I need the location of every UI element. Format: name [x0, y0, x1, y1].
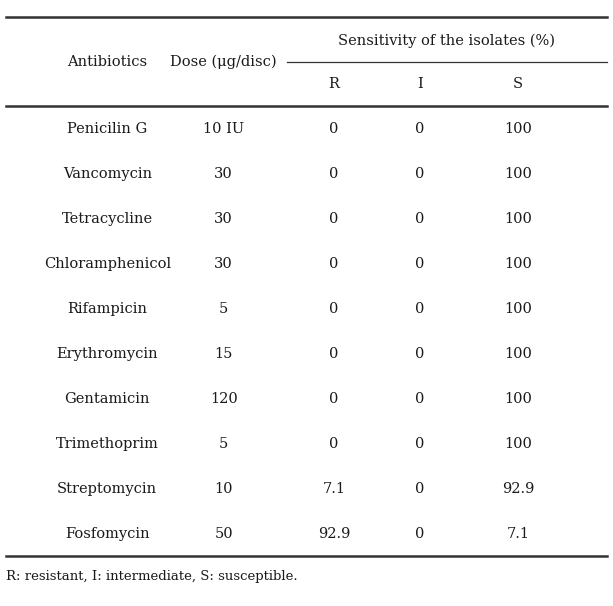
Text: 0: 0: [415, 347, 425, 361]
Text: 30: 30: [215, 211, 233, 225]
Text: 120: 120: [210, 391, 238, 406]
Text: Rifampicin: Rifampicin: [67, 302, 147, 316]
Text: 0: 0: [415, 256, 425, 271]
Text: 92.9: 92.9: [318, 527, 350, 541]
Text: 100: 100: [504, 347, 532, 361]
Text: Penicilin G: Penicilin G: [67, 122, 147, 136]
Text: Chloramphenicol: Chloramphenicol: [44, 256, 171, 271]
Text: 5: 5: [219, 302, 229, 316]
Text: Antibiotics: Antibiotics: [67, 55, 147, 68]
Text: 92.9: 92.9: [502, 482, 534, 496]
Text: 0: 0: [415, 527, 425, 541]
Text: Tetracycline: Tetracycline: [62, 211, 153, 225]
Text: 10: 10: [215, 482, 233, 496]
Text: 0: 0: [415, 302, 425, 316]
Text: 0: 0: [415, 167, 425, 181]
Text: 100: 100: [504, 437, 532, 451]
Text: 7.1: 7.1: [506, 527, 530, 541]
Text: Trimethoprim: Trimethoprim: [56, 437, 159, 451]
Text: 10 IU: 10 IU: [203, 122, 245, 136]
Text: 0: 0: [415, 122, 425, 136]
Text: Streptomycin: Streptomycin: [57, 482, 158, 496]
Text: 0: 0: [329, 122, 339, 136]
Text: 50: 50: [215, 527, 233, 541]
Text: 0: 0: [415, 391, 425, 406]
Text: 0: 0: [329, 211, 339, 225]
Text: Erythromycin: Erythromycin: [56, 347, 158, 361]
Text: S: S: [513, 76, 523, 91]
Text: 0: 0: [415, 482, 425, 496]
Text: Vancomycin: Vancomycin: [63, 167, 152, 181]
Text: Dose (μg/disc): Dose (μg/disc): [170, 55, 277, 68]
Text: 0: 0: [329, 391, 339, 406]
Text: 100: 100: [504, 122, 532, 136]
Text: 30: 30: [215, 256, 233, 271]
Text: 100: 100: [504, 391, 532, 406]
Text: I: I: [417, 76, 423, 91]
Text: 0: 0: [415, 211, 425, 225]
Text: 0: 0: [329, 167, 339, 181]
Text: 15: 15: [215, 347, 233, 361]
Text: Gentamicin: Gentamicin: [64, 391, 150, 406]
Text: 100: 100: [504, 167, 532, 181]
Text: 0: 0: [329, 256, 339, 271]
Text: R: R: [329, 76, 340, 91]
Text: 30: 30: [215, 167, 233, 181]
Text: 0: 0: [329, 347, 339, 361]
Text: 0: 0: [329, 437, 339, 451]
Text: 100: 100: [504, 302, 532, 316]
Text: R: resistant, I: intermediate, S: susceptible.: R: resistant, I: intermediate, S: suscep…: [6, 570, 298, 584]
Text: Sensitivity of the isolates (%): Sensitivity of the isolates (%): [338, 33, 555, 48]
Text: 100: 100: [504, 256, 532, 271]
Text: Fosfomycin: Fosfomycin: [65, 527, 150, 541]
Text: 7.1: 7.1: [322, 482, 346, 496]
Text: 0: 0: [329, 302, 339, 316]
Text: 0: 0: [415, 437, 425, 451]
Text: 100: 100: [504, 211, 532, 225]
Text: 5: 5: [219, 437, 229, 451]
